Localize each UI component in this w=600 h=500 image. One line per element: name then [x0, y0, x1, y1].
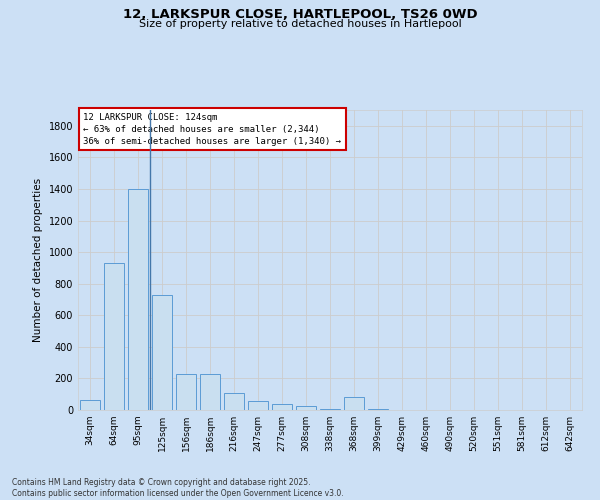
Bar [344, 398, 364, 410]
Bar [272, 404, 292, 410]
Bar [128, 189, 148, 410]
Bar [224, 392, 244, 410]
Bar [248, 400, 268, 410]
Bar [320, 408, 340, 410]
Bar [296, 406, 316, 410]
Bar [368, 409, 388, 410]
Bar [104, 263, 124, 410]
Bar [176, 374, 196, 410]
Text: 12 LARKSPUR CLOSE: 124sqm
← 63% of detached houses are smaller (2,344)
36% of se: 12 LARKSPUR CLOSE: 124sqm ← 63% of detac… [83, 113, 341, 146]
Text: Size of property relative to detached houses in Hartlepool: Size of property relative to detached ho… [139, 19, 461, 29]
Bar [200, 374, 220, 410]
Bar [152, 294, 172, 410]
Text: 12, LARKSPUR CLOSE, HARTLEPOOL, TS26 0WD: 12, LARKSPUR CLOSE, HARTLEPOOL, TS26 0WD [122, 8, 478, 20]
Y-axis label: Number of detached properties: Number of detached properties [33, 178, 43, 342]
Text: Contains HM Land Registry data © Crown copyright and database right 2025.
Contai: Contains HM Land Registry data © Crown c… [12, 478, 344, 498]
Bar [80, 400, 100, 410]
